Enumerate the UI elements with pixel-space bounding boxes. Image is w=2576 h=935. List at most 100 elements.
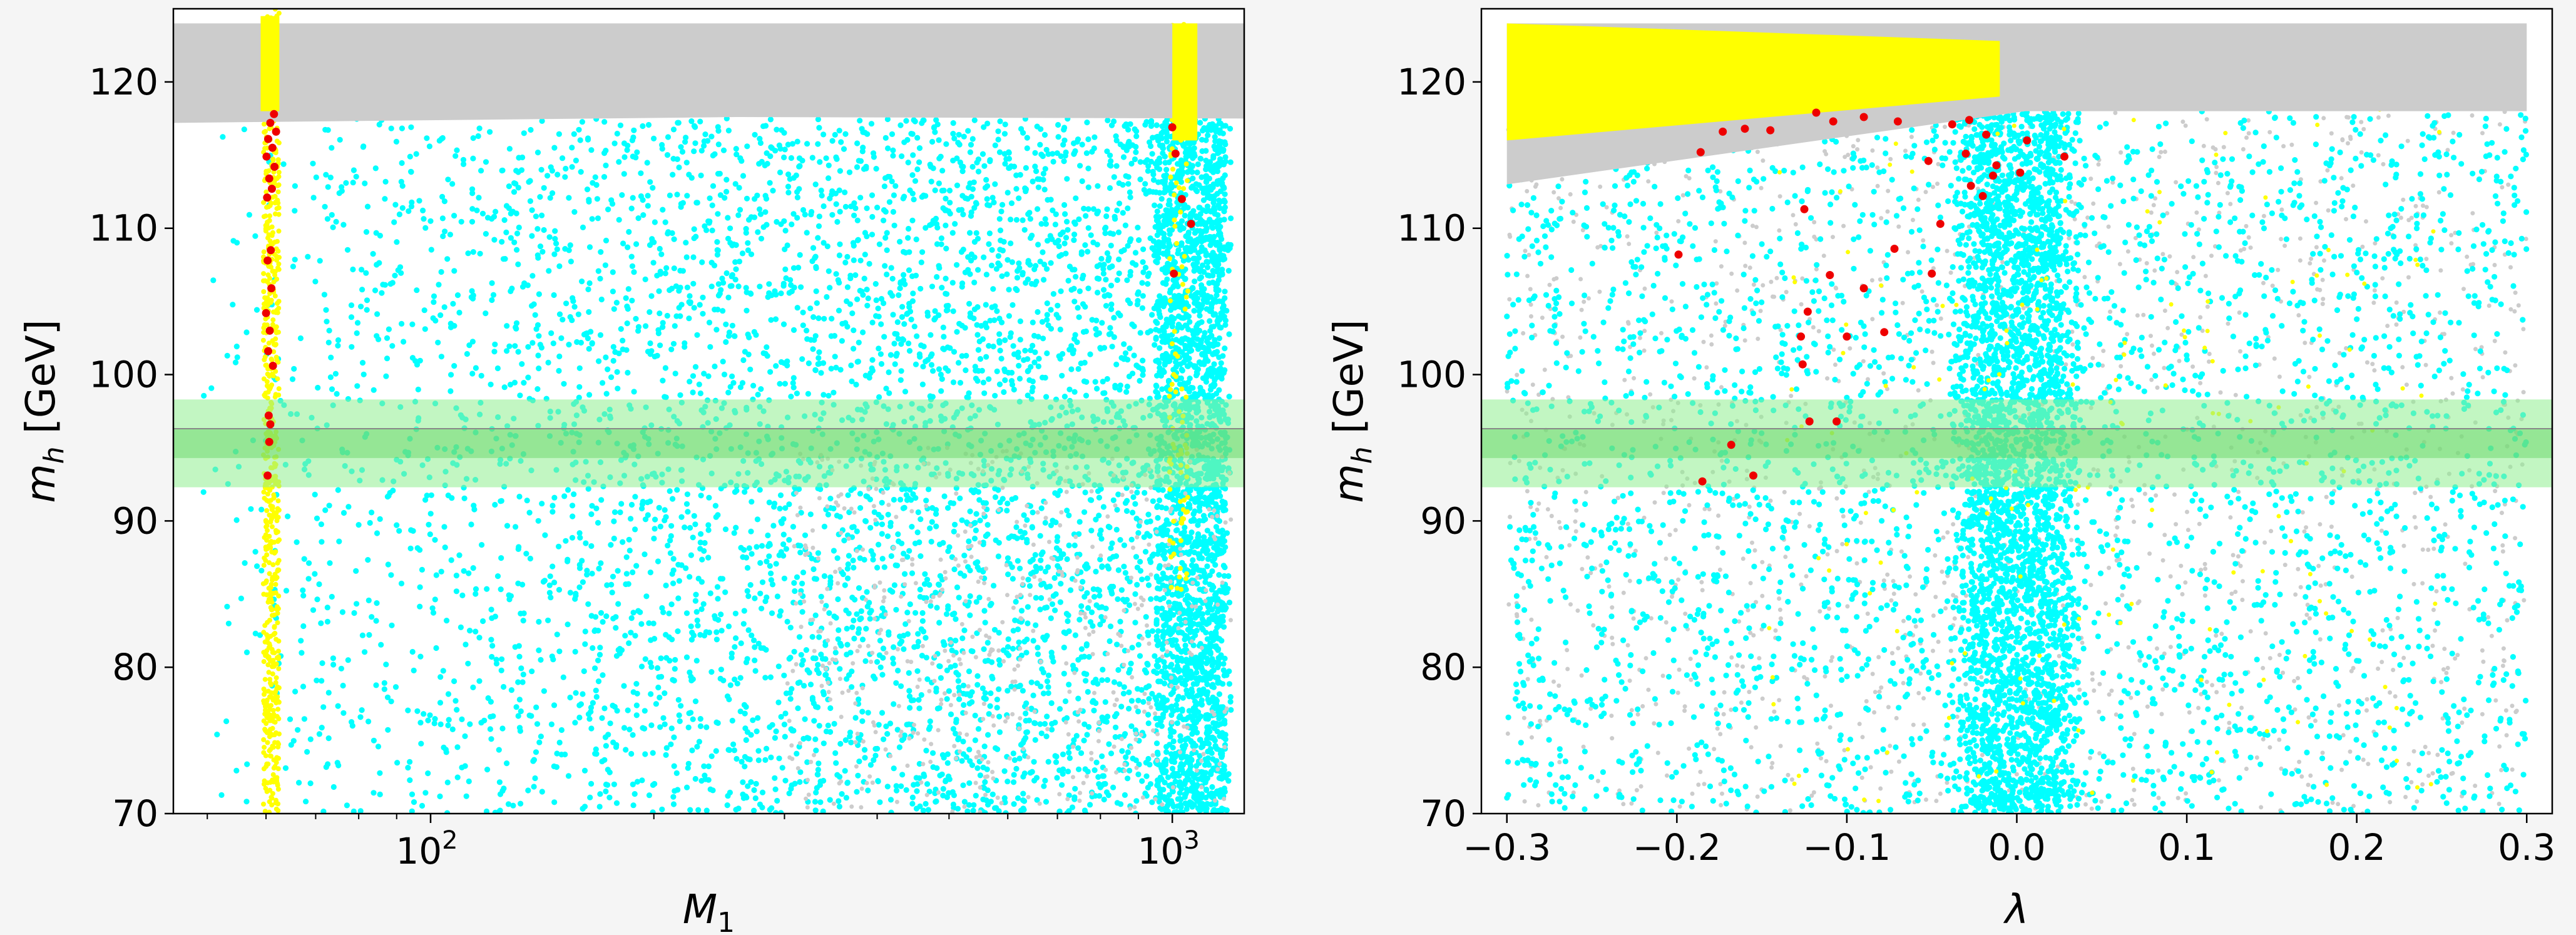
cyan-point [743,230,749,236]
cyan-point [630,134,636,141]
cyan-point [894,331,900,337]
cyan-point [1102,230,1108,237]
cyan-point [872,281,879,287]
cyan-point [914,333,920,339]
cyan-point [976,497,983,503]
cyan-point [790,380,796,386]
cyan-point [722,195,728,201]
cyan-point [1044,317,1050,323]
cyan-point [1182,800,1188,807]
cyan-point [964,394,970,401]
cyan-point [983,797,989,804]
cyan-point [1103,303,1110,309]
cyan-point [1095,774,1101,780]
cyan-point [867,524,874,531]
cyan-point [330,784,337,790]
cyan-point [772,316,779,322]
cyan-point [713,629,720,635]
cyan-point [619,192,625,198]
cyan-point [967,612,973,618]
cyan-point [517,392,523,399]
cyan-point [501,683,507,690]
cyan-point [874,205,881,211]
cyan-point [790,211,797,217]
cyan-point [1130,509,1136,516]
cyan-point [629,297,635,304]
cyan-point [682,139,688,145]
cyan-point [1142,549,1149,555]
cyan-point [1109,263,1115,270]
cyan-point [768,754,774,760]
cyan-point [603,613,610,620]
cyan-point [923,359,929,365]
cyan-point [743,737,749,743]
cyan-point [847,650,854,656]
cyan-point [927,718,933,725]
cyan-point [1031,359,1038,365]
cyan-point [825,175,832,181]
cyan-point [546,590,553,596]
cyan-point [795,265,802,271]
cyan-point [1122,570,1128,576]
cyan-point [445,691,452,697]
cyan-point [625,244,631,250]
cyan-point [647,498,653,504]
cyan-point [797,779,803,785]
cyan-point [319,678,325,684]
cyan-point [950,801,956,808]
cyan-point [1048,325,1055,332]
cyan-point [1147,328,1154,334]
cyan-point [885,145,891,151]
cyan-point [654,352,660,359]
cyan-point [499,725,506,732]
cyan-point [1048,615,1054,621]
cyan-point [848,739,854,745]
cyan-point [597,645,603,651]
cyan-point [317,258,323,264]
cyan-point [1011,386,1017,393]
cyan-point [1122,792,1128,798]
cyan-point [1042,605,1048,611]
cyan-point [377,232,384,239]
cyan-point [760,350,767,357]
cyan-point [243,329,250,335]
cyan-point [856,585,862,591]
cyan-point [781,218,787,224]
cyan-point [446,717,452,723]
cyan-point [1127,345,1133,352]
cyan-point [955,678,961,684]
cyan-point [764,150,770,156]
cyan-point [770,188,776,194]
cyan-point [906,348,913,354]
cyan-point [683,254,690,260]
cyan-point [752,131,758,138]
cyan-point [586,280,593,287]
cyan-point [1017,337,1023,343]
cyan-point [842,203,849,210]
cyan-point [817,486,824,493]
cyan-point [890,208,896,215]
cyan-point [1142,181,1148,187]
cyan-point [870,556,876,563]
cyan-point [518,610,524,617]
cyan-point [1133,554,1140,560]
cyan-point [673,313,680,319]
cyan-point [1137,653,1143,659]
cyan-point [424,493,430,499]
cyan-point [611,518,617,524]
cyan-point [751,787,757,794]
cyan-point [1095,183,1101,189]
cyan-point [489,615,495,621]
cyan-point [313,174,319,180]
cyan-point [476,635,483,641]
cyan-point [388,698,394,705]
cyan-point [897,285,903,292]
cyan-point [232,359,239,365]
cyan-point [438,268,444,275]
cyan-point [1064,176,1070,182]
cyan-point [827,797,833,803]
cyan-point [397,264,404,270]
cyan-point [879,710,886,716]
cyan-point [416,198,422,204]
cyan-point [779,520,785,526]
